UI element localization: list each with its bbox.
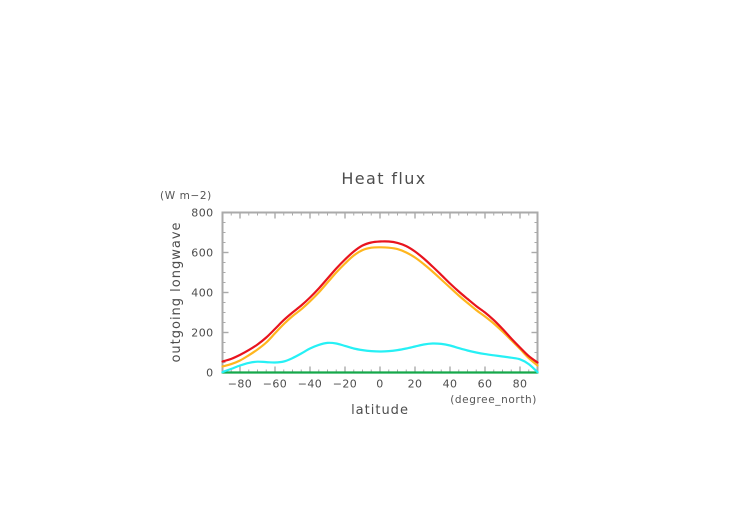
x-tick-label: −40 — [298, 378, 322, 391]
x-tick-label: 60 — [478, 378, 493, 391]
y-tick-label: 600 — [191, 247, 213, 260]
plot-frame — [221, 211, 539, 374]
x-tick-label: 40 — [443, 378, 458, 391]
major-ticks-group — [222, 211, 538, 374]
chart-title: Heat flux — [341, 169, 426, 188]
y-axis-title: outgoing longwave — [169, 221, 184, 362]
data-series-group — [221, 240, 539, 374]
x-tick-label: −80 — [228, 378, 252, 391]
x-axis-units-label: (degree_north) — [450, 394, 537, 406]
x-tick-label: −60 — [263, 378, 287, 391]
series-line-cyan-curve — [221, 341, 539, 374]
x-tick-label: 20 — [408, 378, 423, 391]
x-tick-label: −20 — [333, 378, 357, 391]
x-tick-label: 80 — [513, 378, 528, 391]
series-line-red-curve — [221, 240, 539, 364]
y-axis-units-label: (W m−2) — [160, 190, 212, 202]
y-tick-label: 400 — [191, 287, 213, 300]
y-tick-label: 800 — [191, 207, 213, 220]
x-axis-title: latitude — [351, 403, 409, 418]
y-tick-label: 200 — [191, 327, 213, 340]
y-tick-label: 0 — [206, 367, 213, 380]
minor-ticks-group — [222, 212, 538, 373]
x-tick-label: 0 — [376, 378, 383, 391]
series-line-orange-curve — [221, 246, 539, 368]
